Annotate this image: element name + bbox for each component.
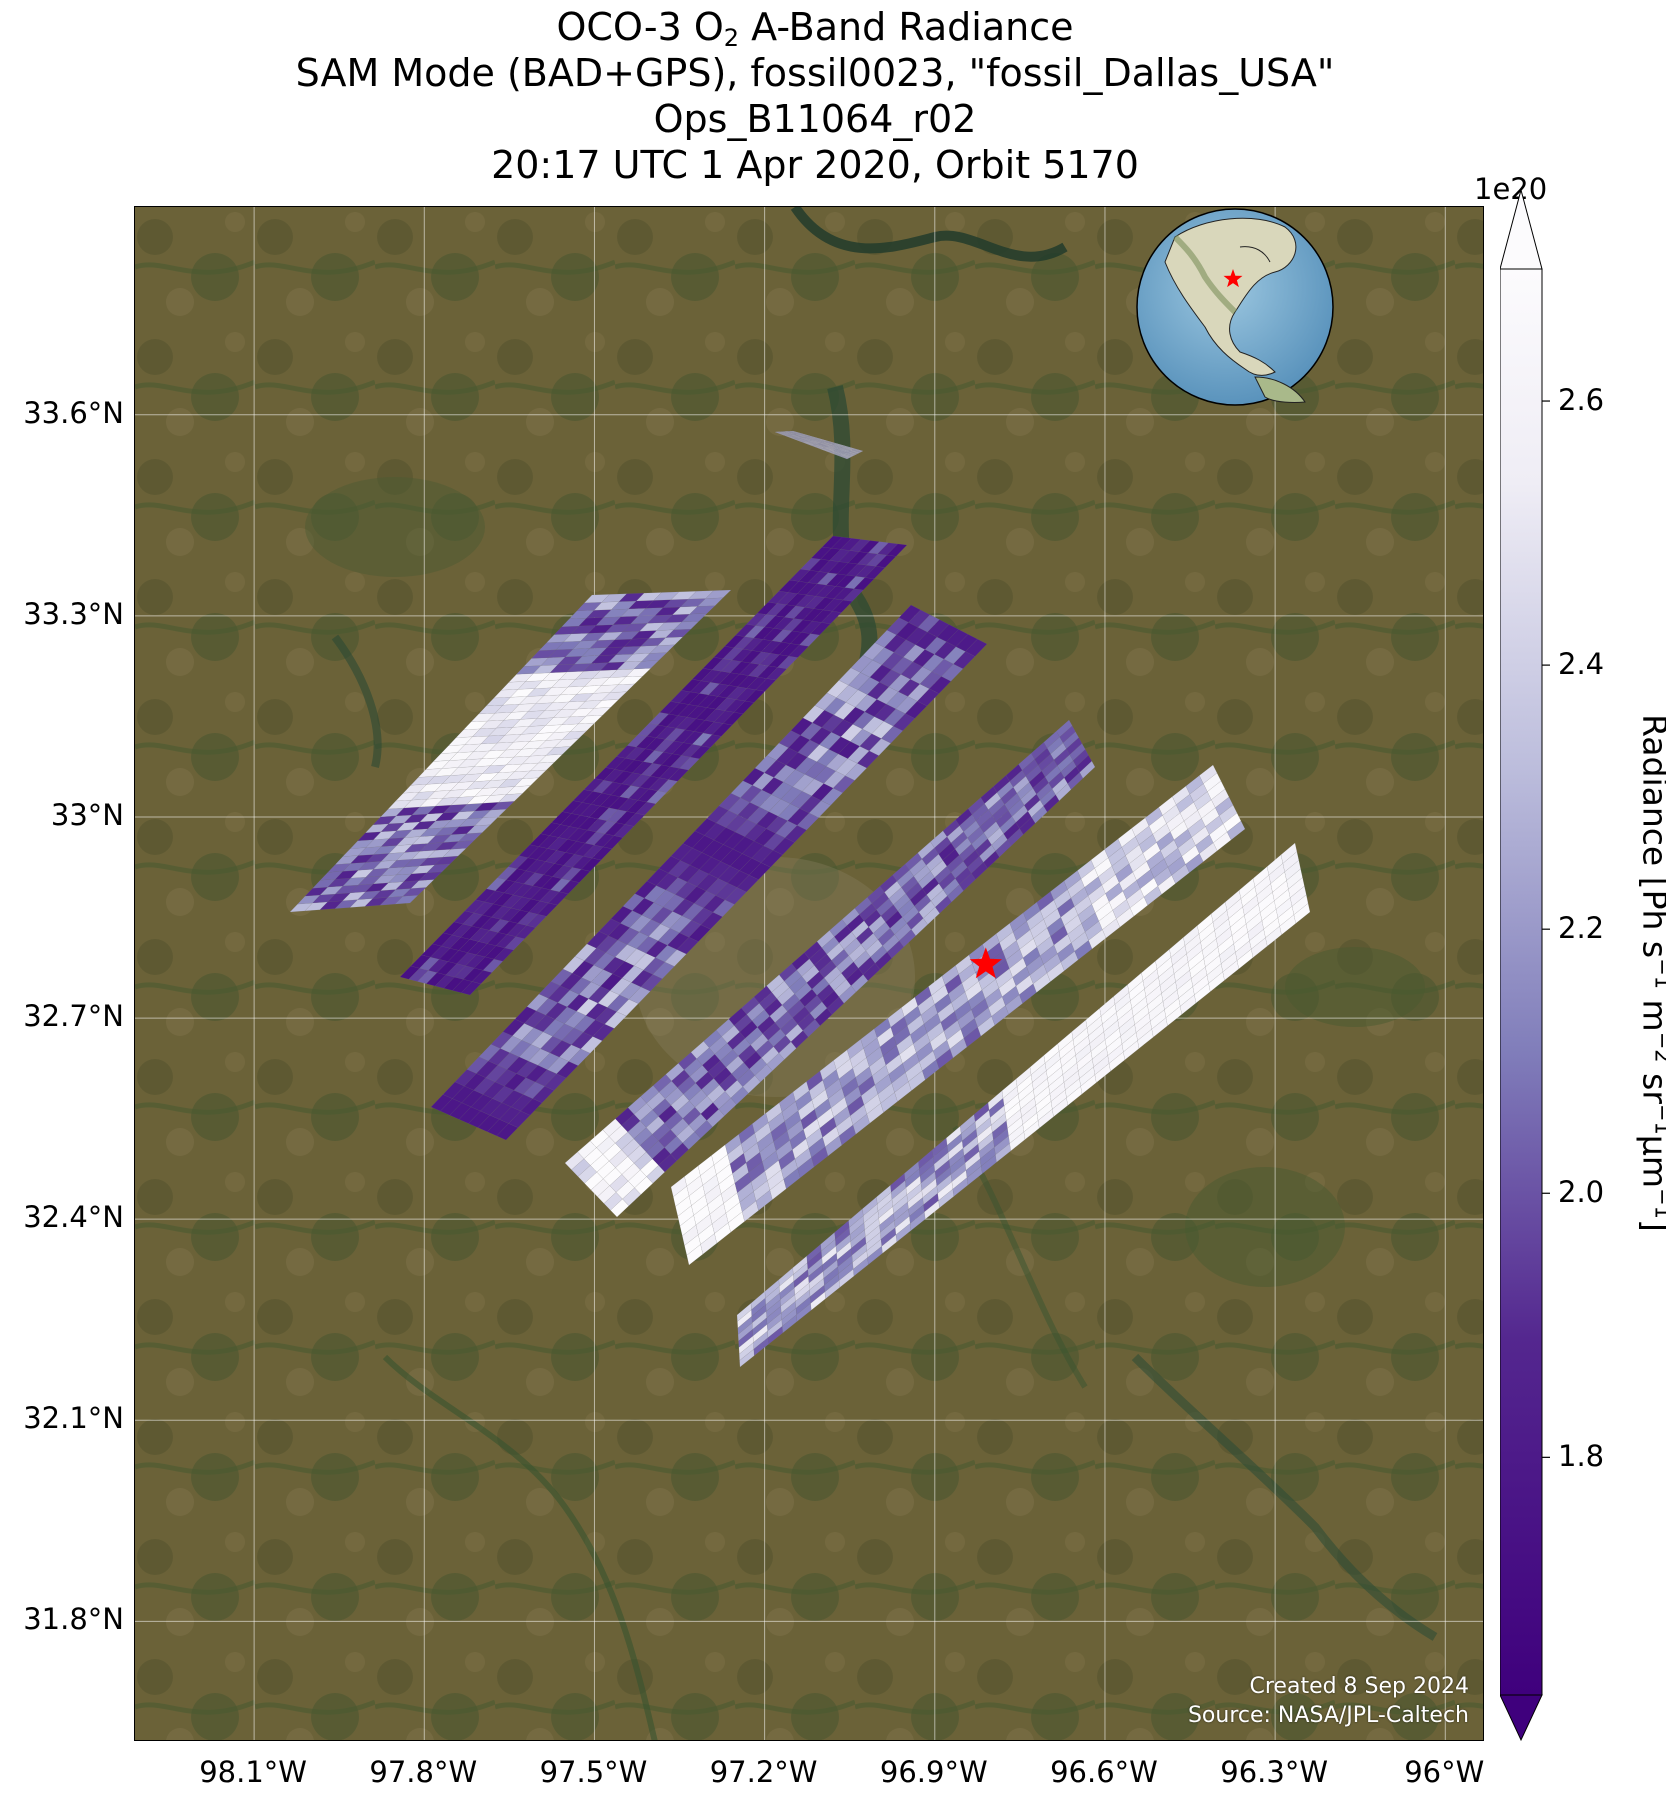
colorbar-tick-label: 2.0 bbox=[1558, 1175, 1605, 1210]
lon-tick-label: 96.3°W bbox=[1220, 1755, 1328, 1789]
lat-tick-label: 31.8°N bbox=[23, 1602, 124, 1637]
lon-tick-label: 97.5°W bbox=[539, 1755, 648, 1789]
lat-tick-label: 33.6°N bbox=[23, 395, 124, 430]
colorbar-gradient bbox=[1500, 268, 1543, 1696]
sounding-footprint bbox=[853, 448, 864, 452]
title-line-4: 20:17 UTC 1 Apr 2020, Orbit 5170 bbox=[491, 143, 1139, 187]
swath bbox=[289, 589, 732, 913]
lat-tick-label: 32.4°N bbox=[23, 1200, 124, 1235]
colorbar-tick-label: 2.6 bbox=[1558, 383, 1605, 418]
colorbar-extend-min bbox=[1500, 1694, 1543, 1742]
swath bbox=[736, 842, 1311, 1368]
lon-tick-label: 96.6°W bbox=[1050, 1755, 1158, 1789]
lat-tick-label: 32.7°N bbox=[23, 999, 124, 1034]
colorbar-label: Radiance [Ph s−1 m−2 sr−1μm−1] bbox=[1635, 714, 1666, 1232]
lat-tick-label: 33°N bbox=[50, 797, 124, 832]
globe-star-icon bbox=[1223, 269, 1243, 288]
swath bbox=[774, 430, 864, 460]
sounding-footprint bbox=[1293, 903, 1311, 924]
radiance-swaths bbox=[289, 430, 1311, 1368]
sounding-footprint bbox=[1226, 820, 1246, 841]
swath bbox=[670, 764, 1246, 1266]
colorbar-tick-label: 1.8 bbox=[1558, 1439, 1605, 1474]
colorbar bbox=[1500, 190, 1550, 1742]
swath bbox=[399, 535, 908, 996]
lat-tick-label: 33.3°N bbox=[23, 596, 124, 631]
title-line-3: Ops_B11064_r02 bbox=[653, 97, 977, 141]
lon-tick-label: 97.8°W bbox=[369, 1755, 478, 1789]
colorbar-tick-label: 2.4 bbox=[1558, 647, 1605, 682]
target-star-icon bbox=[969, 947, 1002, 979]
title-line-2: SAM Mode (BAD+GPS), fossil0023, "fossil_… bbox=[295, 51, 1335, 95]
lon-tick-label: 97.2°W bbox=[709, 1755, 818, 1789]
sounding-footprint bbox=[1079, 760, 1096, 779]
map-panel[interactable]: Created 8 Sep 2024 Source: NASA/JPL-Calt… bbox=[134, 206, 1484, 1741]
lat-tick-label: 32.1°N bbox=[23, 1401, 124, 1436]
colorbar-exponent: 1e20 bbox=[1474, 172, 1548, 206]
sounding-footprint bbox=[886, 543, 908, 557]
satellite-map bbox=[135, 207, 1483, 1740]
swath bbox=[564, 719, 1096, 1218]
swath bbox=[430, 604, 988, 1141]
sounding-footprint bbox=[965, 638, 988, 657]
map-title: OCO-3 O2 A-Band Radiance SAM Mode (BAD+G… bbox=[0, 4, 1630, 188]
colorbar-extend-max bbox=[1500, 190, 1543, 270]
lon-tick-label: 98.1°W bbox=[199, 1755, 307, 1789]
sounding-footprint bbox=[705, 589, 732, 599]
created-credit: Created 8 Sep 2024 bbox=[1249, 1674, 1470, 1699]
inset-globe bbox=[1136, 208, 1334, 406]
colorbar-tick-label: 2.2 bbox=[1558, 911, 1605, 946]
gridlines bbox=[135, 207, 1483, 1740]
title-line-1: OCO-3 O2 A-Band Radiance bbox=[556, 5, 1074, 52]
source-credit: Source: NASA/JPL-Caltech bbox=[1187, 1703, 1469, 1728]
lon-tick-label: 96°W bbox=[1404, 1755, 1485, 1789]
lon-tick-label: 96.9°W bbox=[879, 1755, 988, 1789]
